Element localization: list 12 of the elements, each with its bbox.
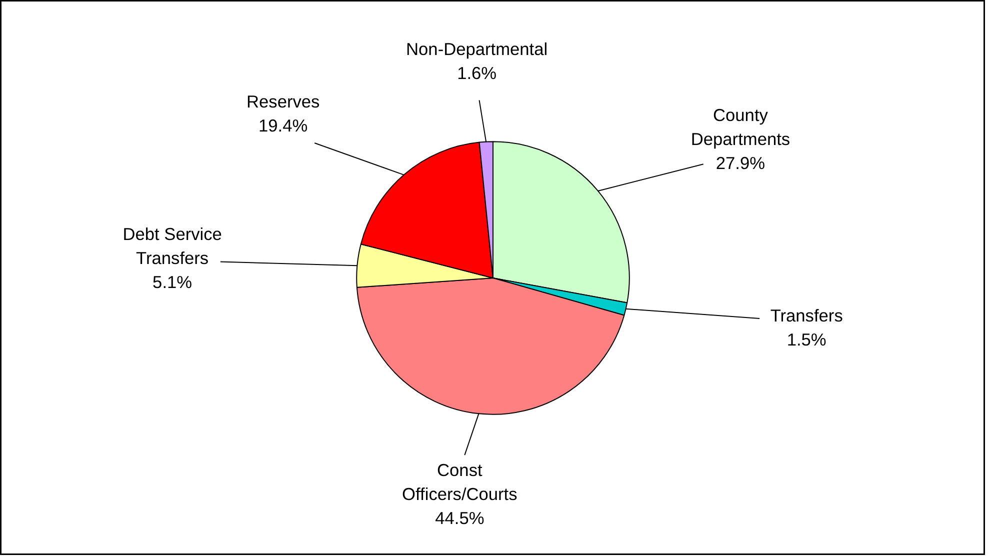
slice-label: Const Officers/Courts (402, 460, 518, 504)
data-label: 19.4% (258, 115, 308, 136)
data-label: 27.9% (716, 153, 766, 174)
data-label: 5.1% (152, 272, 192, 292)
slice-label: Reserves (246, 91, 320, 112)
data-label: 44.5% (435, 508, 484, 528)
slice-label: Debt Service Transfers (122, 224, 222, 268)
slice-label: Transfers (770, 305, 844, 326)
slice-label: County Departments (690, 105, 790, 150)
slice-label: Non-Departmental (406, 39, 548, 60)
data-label: 1.6% (457, 63, 497, 84)
data-label: 1.5% (786, 329, 826, 350)
